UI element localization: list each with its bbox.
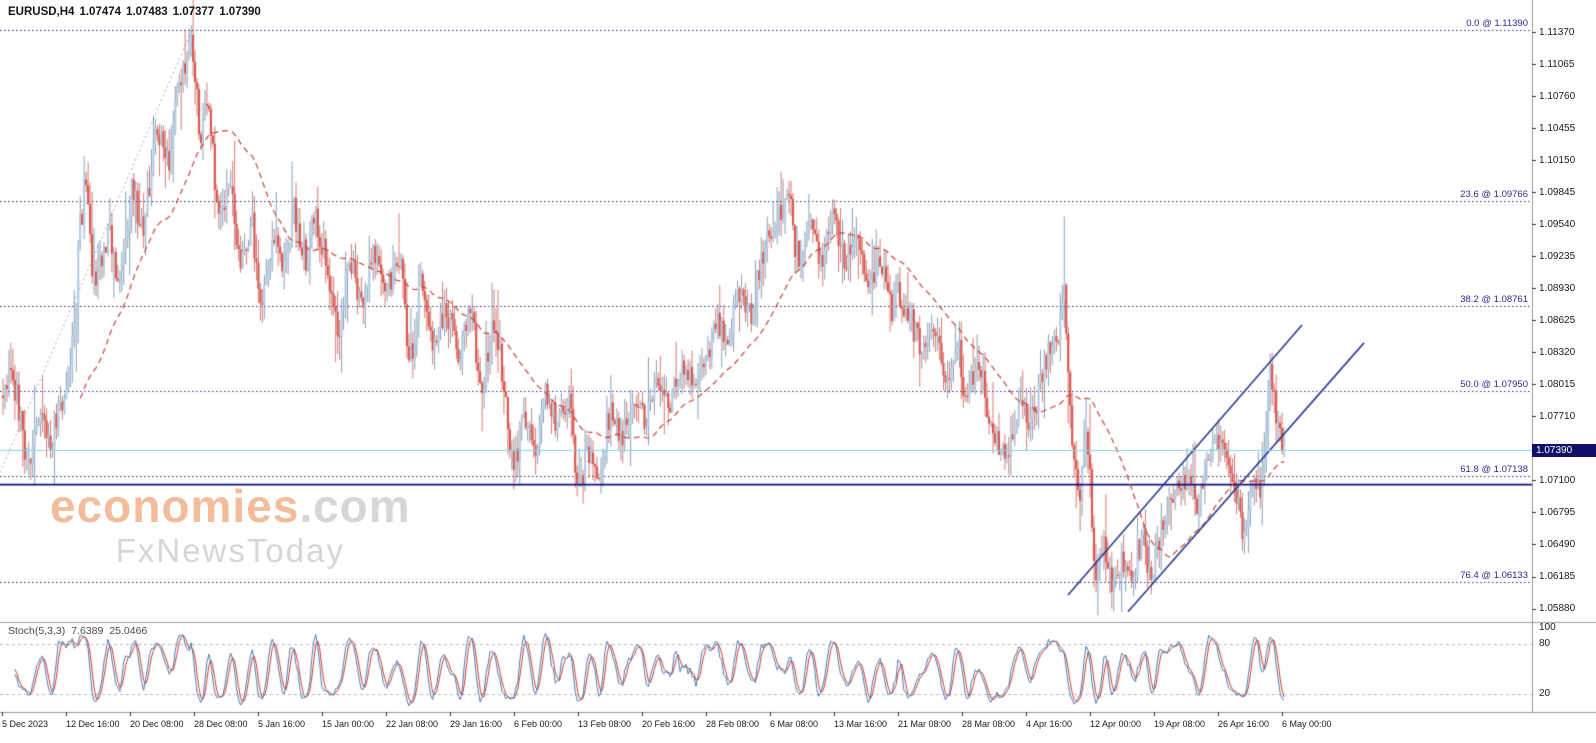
time-tick-label: 21 Mar 08:00 (898, 719, 952, 729)
time-tick-label: 5 Jan 16:00 (258, 719, 306, 729)
time-tick-label: 20 Feb 16:00 (642, 719, 696, 729)
price-tick-label: 1.10150 (1539, 154, 1576, 166)
time-tick-label: 20 Dec 08:00 (130, 719, 184, 729)
stoch-axis-label: 80 (1539, 638, 1551, 650)
price-tick-label: 1.08015 (1539, 378, 1576, 390)
stochastic-name: Stoch(5,3,3) (8, 625, 66, 637)
price-tick-label: 1.11065 (1539, 58, 1575, 70)
current-price-badge: 1.07390 (1532, 443, 1596, 457)
time-tick-label: 28 Dec 08:00 (194, 719, 248, 729)
price-tick-label: 1.09540 (1539, 218, 1576, 230)
time-tick-label: 13 Mar 16:00 (834, 719, 888, 729)
time-tick-label: 6 Feb 00:00 (514, 719, 563, 729)
price-tick-label: 1.10455 (1539, 122, 1576, 134)
ohlc-high-value: 1.07483 (126, 6, 168, 18)
stochastic-axis[interactable]: 100 80 20 (1532, 622, 1596, 712)
ohlc-open-value: 1.07474 (79, 6, 122, 18)
price-tick-label: 1.05880 (1539, 603, 1576, 615)
time-tick-label: 13 Feb 08:00 (578, 719, 632, 729)
ohlc-close-value: 1.07390 (219, 6, 261, 18)
price-tick-label: 1.10760 (1539, 90, 1576, 102)
time-tick-label: 28 Mar 08:00 (962, 719, 1016, 729)
time-tick-label: 22 Jan 08:00 (386, 719, 439, 729)
price-tick-label: 1.07710 (1539, 410, 1576, 422)
price-tick-label: 1.08930 (1539, 282, 1576, 294)
chart-title: EURUSD,H4 1.07474 1.07483 1.07377 1.07390 (8, 6, 266, 18)
time-axis[interactable]: 5 Dec 2023 12 Dec 16:00 20 Dec 08:00 28 Dec… (0, 712, 1596, 743)
time-tick-label: 12 Apr 00:00 (1090, 719, 1142, 729)
time-tick-label: 15 Jan 00:00 (322, 719, 375, 729)
symbol-timeframe-label: EURUSD,H4 (8, 6, 75, 18)
time-tick-label: 12 Dec 16:00 (66, 719, 120, 729)
stoch-axis-label: 20 (1539, 687, 1551, 699)
stochastic-signal-value: 25.0466 (109, 625, 148, 637)
price-tick-label: 1.08625 (1539, 314, 1576, 326)
price-tick-label: 1.06795 (1539, 506, 1576, 518)
price-tick-label: 1.09235 (1539, 250, 1576, 262)
stochastic-label: Stoch(5,3,3) 7.6389 25.0466 (8, 625, 153, 637)
ohlc-low-value: 1.07377 (172, 6, 215, 18)
time-tick-label: 28 Feb 08:00 (706, 719, 760, 729)
price-tick-label: 1.08320 (1539, 346, 1576, 358)
time-tick-label: 4 Apr 16:00 (1026, 719, 1073, 729)
price-tick-label: 1.11370 (1539, 26, 1575, 38)
time-tick-label: 19 Apr 08:00 (1154, 719, 1206, 729)
stoch-axis-label: 100 (1539, 622, 1556, 633)
time-tick-label: 6 Mar 08:00 (770, 719, 819, 729)
price-tick-label: 1.07100 (1539, 474, 1576, 486)
price-tick-label: 1.06185 (1539, 571, 1576, 583)
time-tick-label: 26 Apr 16:00 (1218, 719, 1270, 729)
time-tick-label: 6 May 00:00 (1282, 719, 1332, 729)
price-tick-label: 1.09845 (1539, 186, 1576, 198)
price-axis[interactable]: 1.11370 1.11065 1.10760 1.10455 1.10150 1.098… (1532, 0, 1596, 712)
time-tick-label: 29 Jan 16:00 (450, 719, 503, 729)
price-tick-label: 1.06490 (1539, 539, 1576, 550)
stochastic-main-value: 7.6389 (71, 625, 104, 637)
time-tick-label: 5 Dec 2023 (2, 719, 49, 729)
